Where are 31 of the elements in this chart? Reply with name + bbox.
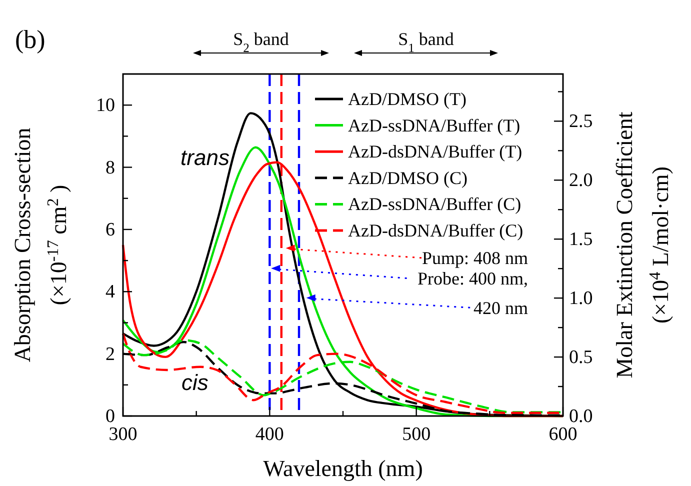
y2-tick-label: 2.5 <box>569 111 593 132</box>
y2-tick-label: 0.0 <box>569 406 593 427</box>
annotation: trans <box>180 145 230 170</box>
y2-tick-label: 2.0 <box>569 170 593 192</box>
y2-tick-label: 0.5 <box>569 347 593 368</box>
annotation: Pump: 408 nm <box>422 248 528 268</box>
annotation: Probe: 400 nm, <box>418 268 528 288</box>
y-tick-label: 10 <box>96 95 115 116</box>
text: S$_{2}$ band <box>233 29 289 55</box>
x-tick-label: 400 <box>255 424 284 445</box>
y-tick-label: 8 <box>106 157 115 178</box>
x-tick-label: 300 <box>108 424 138 445</box>
y2-tick-label: 1.0 <box>569 288 593 310</box>
annotation: 420 nm <box>473 298 528 318</box>
legend-label: AzD/DMSO (T) <box>348 89 466 109</box>
x-axis-title: Wavelength (nm) <box>263 456 423 481</box>
legend-label: AzD-ssDNA/Buffer (C) <box>348 194 522 214</box>
y-tick-label: 0 <box>106 406 115 427</box>
y-tick-label: 4 <box>106 282 116 303</box>
legend-label: AzD-dsDNA/Buffer (T) <box>348 142 522 162</box>
legend-label: AzD-ssDNA/Buffer (T) <box>348 115 520 136</box>
y2-tick-label: 1.5 <box>569 229 593 250</box>
y-tick-label: 2 <box>106 344 115 365</box>
text: S$_{1}$ band <box>398 29 454 55</box>
x-tick-label: 600 <box>548 424 578 445</box>
y-tick-label: 6 <box>106 219 115 240</box>
chart-title: (b) <box>15 25 46 54</box>
x-tick-label: 500 <box>402 424 431 445</box>
legend-label: AzD-dsDNA/Buffer (C) <box>348 220 524 240</box>
legend-label: AzD/DMSO (C) <box>348 168 468 188</box>
annotation: cis <box>182 370 208 395</box>
